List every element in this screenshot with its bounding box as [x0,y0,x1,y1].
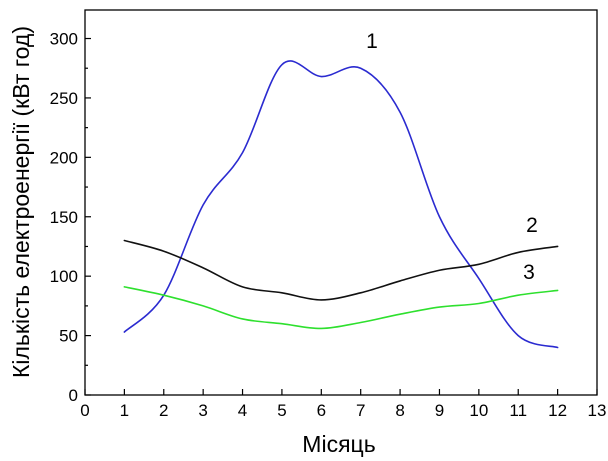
series-labels: 1 2 3 [366,30,538,284]
y-tick-label: 300 [50,30,78,49]
y-tick-label: 200 [50,148,78,167]
y-tick-label: 50 [59,327,78,346]
x-tick-label: 12 [548,401,567,420]
x-tick-label: 9 [435,401,444,420]
plot-frame [84,9,598,396]
x-tick-label: 0 [80,401,89,420]
series-label-1: 1 [366,30,378,53]
series-3-line [123,286,559,330]
x-tick-label: 1 [120,401,129,420]
axis-ticks [84,37,598,396]
x-tick-label: 4 [238,401,247,420]
x-tick-label: 7 [356,401,365,420]
y-tick-label: 250 [50,89,78,108]
x-tick-label: 2 [159,401,168,420]
x-tick-label: 11 [509,401,527,420]
x-tick-label: 8 [395,401,404,420]
x-tick-label: 6 [317,401,326,420]
series-label-3: 3 [523,261,535,284]
y-tick-label: 150 [50,208,78,227]
x-tick-label: 3 [198,401,207,420]
x-tick-label: 13 [588,401,607,420]
series-label-2: 2 [526,214,538,237]
y-tick-label: 100 [50,267,78,286]
x-axis-title: Місяць [302,431,375,457]
x-tick-label: 10 [469,401,488,420]
x-tick-label: 5 [277,401,286,420]
y-axis-title: Кількість електроенергії (кВт год) [8,26,34,378]
y-tick-label: 0 [69,386,78,405]
series-1-line [123,60,559,349]
series-2-line [123,239,559,301]
series-lines [123,60,559,349]
